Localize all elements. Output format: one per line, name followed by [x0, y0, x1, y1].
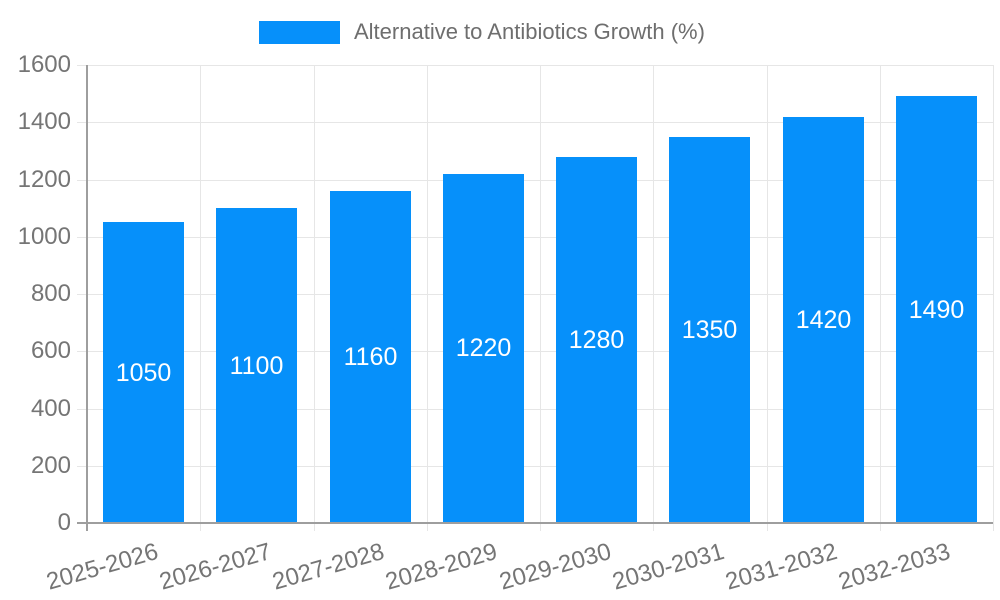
bar	[216, 208, 297, 523]
y-axis-tick-label: 1400	[17, 108, 71, 135]
x-axis-tick-label: 2032-2033	[831, 538, 954, 596]
bar	[783, 117, 864, 523]
x-axis-tick-text: 2027-2028	[269, 538, 388, 596]
bar	[556, 157, 637, 523]
x-axis-tick-text: 2029-2030	[496, 538, 615, 596]
bar-value-label: 1220	[455, 334, 512, 362]
y-gridline	[77, 122, 993, 123]
y-axis-line	[86, 65, 88, 531]
bar-value-label: 1160	[343, 343, 398, 371]
y-axis-tick-label: 1200	[17, 166, 71, 193]
x-gridline	[314, 65, 315, 531]
x-axis-tick-label: 2026-2027	[152, 538, 275, 596]
x-axis-tick-text: 2025-2026	[43, 538, 162, 596]
legend-swatch	[259, 20, 340, 44]
y-axis-tick-label: 400	[30, 395, 71, 422]
x-gridline	[427, 65, 428, 531]
bar	[896, 96, 977, 523]
bar	[443, 174, 524, 523]
x-axis-tick-label: 2028-2029	[378, 538, 501, 596]
x-gridline	[880, 65, 881, 531]
x-axis-tick-label: 2025-2026	[39, 538, 162, 596]
x-gridline	[767, 65, 768, 531]
y-gridline	[77, 466, 993, 467]
y-gridline	[77, 409, 993, 410]
y-gridline	[77, 351, 993, 352]
x-axis-tick-text: 2032-2033	[835, 538, 954, 596]
x-axis-tick-text: 2031-2032	[722, 538, 841, 596]
x-axis-tick-text: 2028-2029	[382, 538, 501, 596]
x-axis-line	[77, 522, 993, 524]
bar	[103, 222, 184, 523]
y-gridline	[77, 180, 993, 181]
x-axis-tick-label: 2031-2032	[718, 538, 841, 596]
x-axis-tick-text: 2030-2031	[609, 538, 728, 596]
legend-label: Alternative to Antibiotics Growth (%)	[354, 19, 705, 44]
x-gridline	[653, 65, 654, 531]
bar-value-label: 1100	[229, 352, 284, 380]
bar-value-label: 1490	[908, 296, 965, 324]
y-axis-tick-label: 600	[30, 337, 71, 364]
y-gridline	[77, 65, 993, 66]
x-axis-tick-label: 2030-2031	[605, 538, 728, 596]
x-axis-tick-label: 2027-2028	[265, 538, 388, 596]
legend: Alternative to Antibiotics Growth (%)	[259, 19, 705, 45]
bar-value-label: 1280	[568, 326, 625, 354]
bar-value-label: 1050	[115, 359, 172, 387]
y-gridline	[77, 237, 993, 238]
x-axis-tick-label: 2029-2030	[492, 538, 615, 596]
bar	[669, 137, 750, 523]
bar-value-label: 1350	[681, 316, 738, 344]
bar-value-label: 1420	[795, 306, 852, 334]
y-axis-tick-label: 1000	[17, 223, 71, 250]
bar	[330, 191, 411, 523]
x-gridline	[540, 65, 541, 531]
y-axis-tick-label: 0	[57, 509, 71, 536]
y-axis-tick-label: 800	[30, 280, 71, 307]
x-gridline	[993, 65, 994, 531]
y-axis-tick-label: 200	[30, 452, 71, 479]
y-gridline	[77, 294, 993, 295]
y-axis-tick-label: 1600	[17, 51, 71, 78]
x-axis-tick-text: 2026-2027	[156, 538, 275, 596]
x-gridline	[200, 65, 201, 531]
